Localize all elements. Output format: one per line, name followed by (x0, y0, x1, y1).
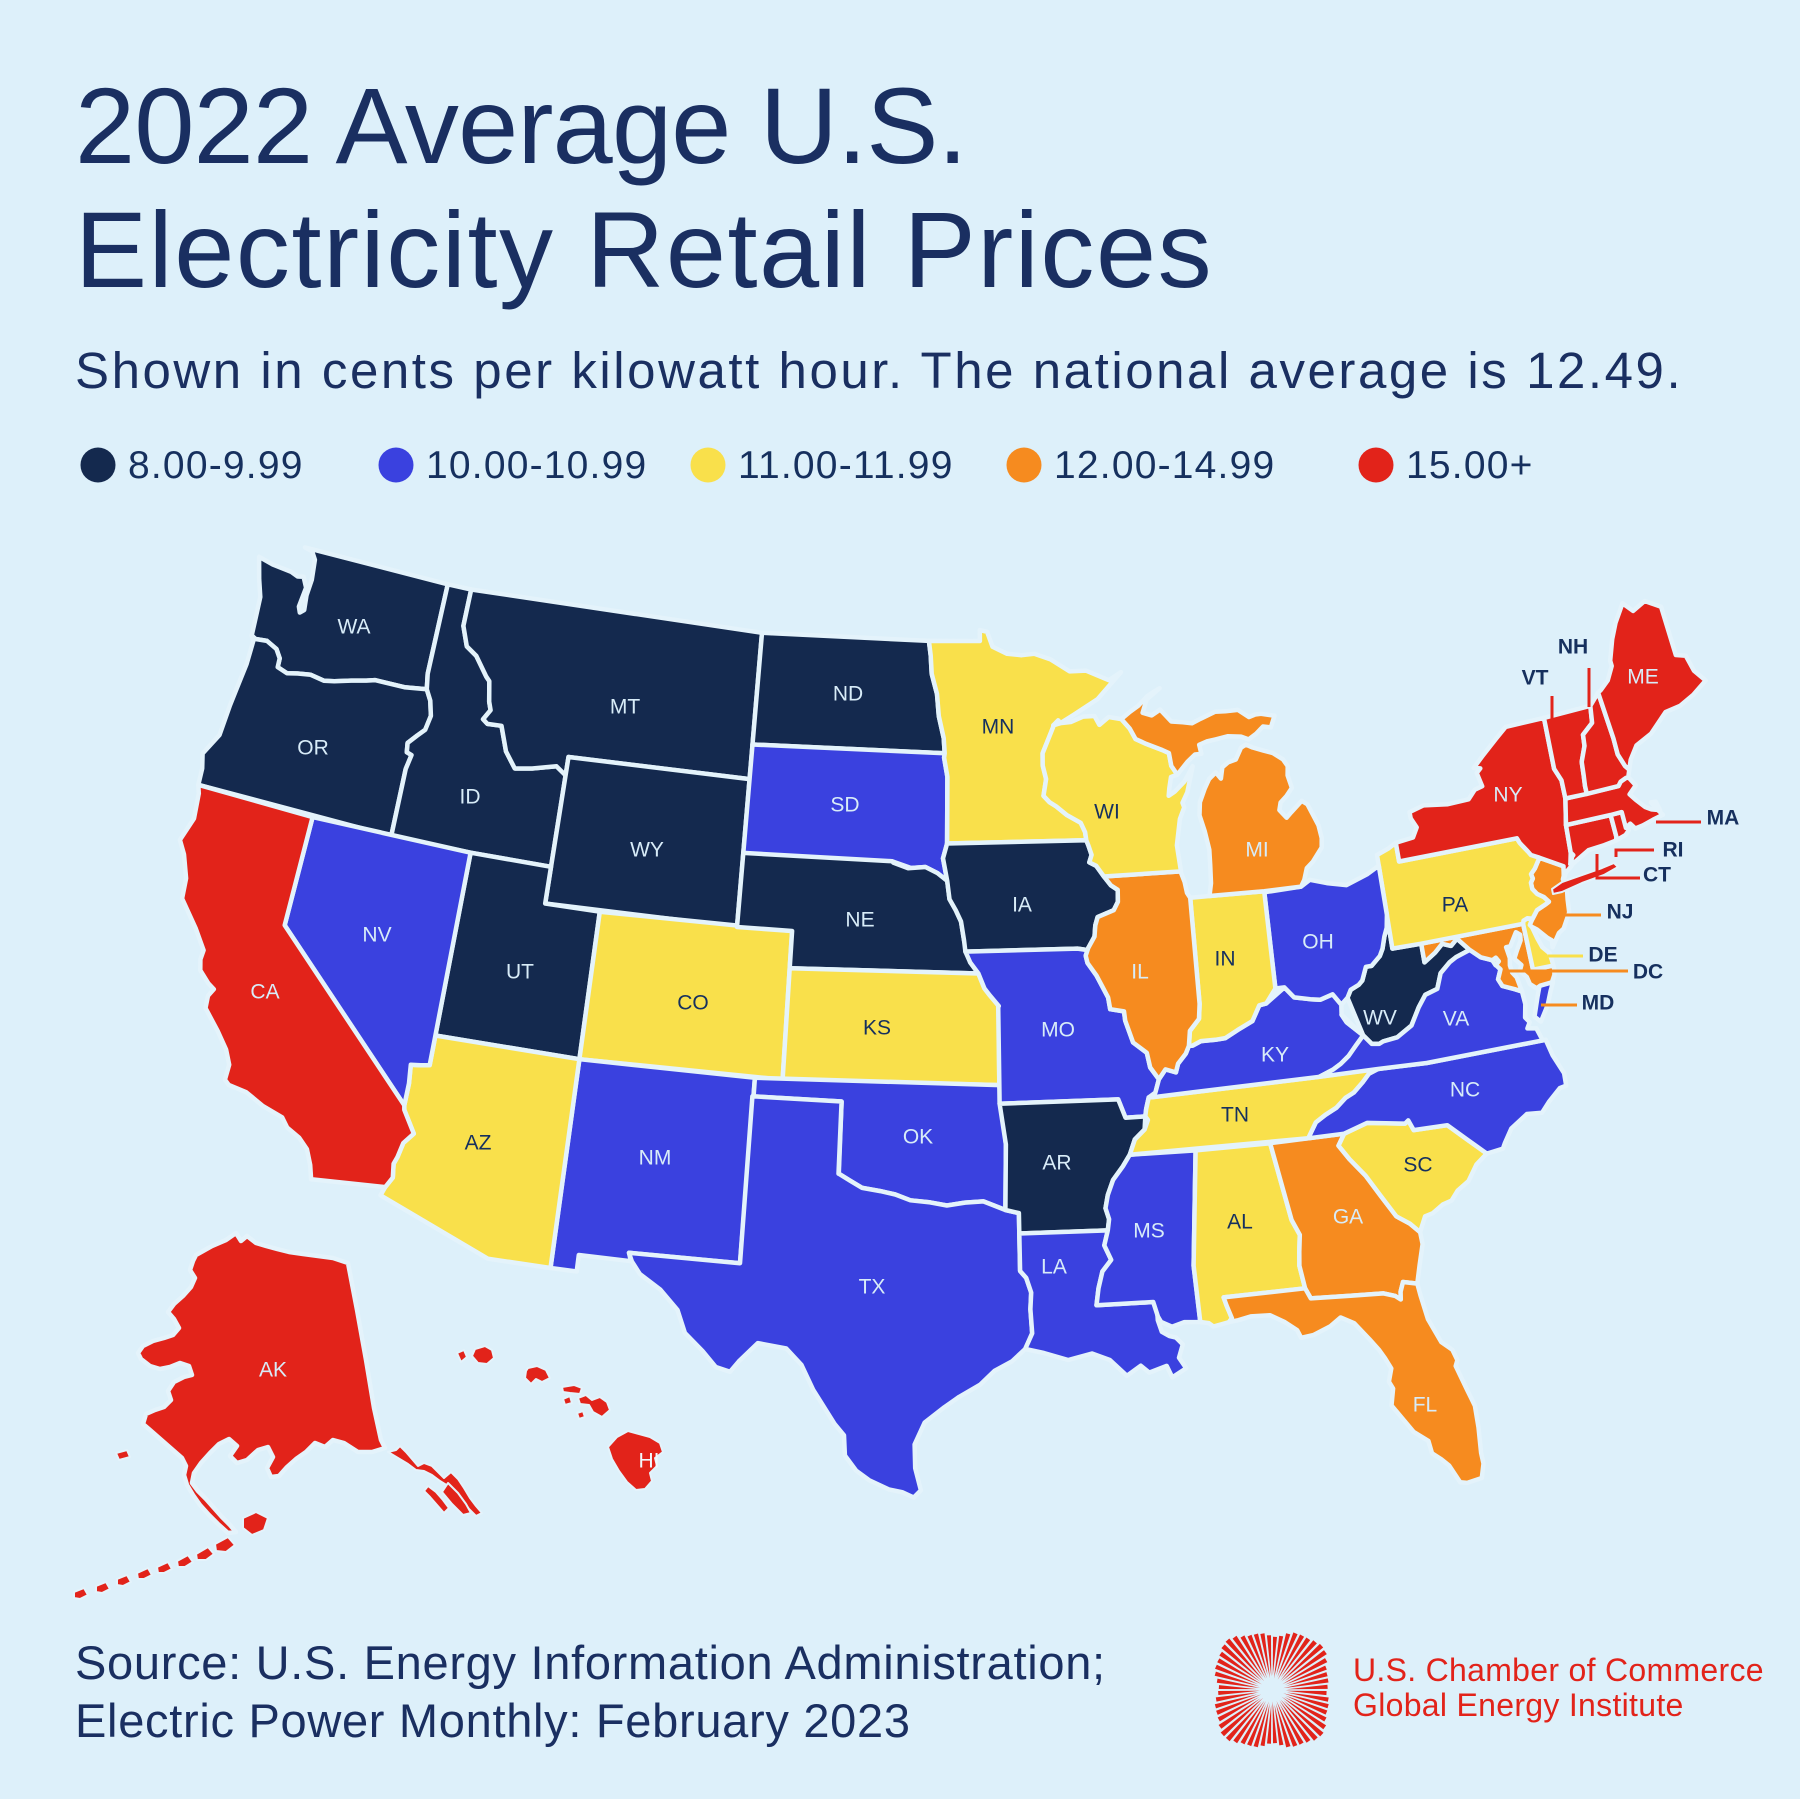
svg-text:WY: WY (630, 839, 664, 862)
svg-text:NM: NM (639, 1147, 672, 1170)
svg-text:DC: DC (1633, 961, 1663, 984)
svg-text:ND: ND (833, 683, 863, 706)
svg-text:SD: SD (830, 794, 859, 817)
svg-text:NJ: NJ (1607, 901, 1634, 924)
svg-text:UT: UT (506, 961, 534, 984)
svg-text:TX: TX (859, 1276, 886, 1299)
svg-text:KY: KY (1261, 1044, 1289, 1067)
svg-text:AL: AL (1227, 1211, 1253, 1234)
svg-text:OH: OH (1302, 931, 1334, 954)
svg-text:ME: ME (1627, 666, 1659, 689)
svg-text:ID: ID (460, 786, 481, 809)
svg-text:LA: LA (1041, 1256, 1067, 1279)
svg-text:NH: NH (1558, 636, 1588, 659)
svg-text:WA: WA (337, 616, 370, 639)
svg-text:SC: SC (1403, 1154, 1432, 1177)
svg-text:FL: FL (1413, 1394, 1438, 1417)
svg-text:AK: AK (259, 1359, 287, 1382)
svg-text:KS: KS (863, 1017, 891, 1040)
svg-text:MD: MD (1582, 992, 1615, 1015)
svg-text:CT: CT (1643, 864, 1671, 887)
svg-text:WI: WI (1094, 801, 1120, 824)
svg-text:CO: CO (677, 992, 709, 1015)
svg-text:PA: PA (1442, 894, 1468, 917)
svg-text:NC: NC (1450, 1079, 1480, 1102)
svg-text:GA: GA (1333, 1206, 1363, 1229)
svg-text:AZ: AZ (465, 1132, 492, 1155)
svg-text:NV: NV (362, 924, 391, 947)
svg-text:HI: HI (639, 1450, 660, 1473)
svg-text:NE: NE (845, 909, 874, 932)
svg-text:TN: TN (1221, 1104, 1249, 1127)
svg-text:MS: MS (1133, 1220, 1165, 1243)
svg-text:IN: IN (1215, 948, 1236, 971)
svg-text:AR: AR (1042, 1152, 1071, 1175)
svg-text:IA: IA (1012, 894, 1032, 917)
svg-text:MI: MI (1245, 839, 1268, 862)
svg-text:CA: CA (250, 981, 279, 1004)
svg-text:MA: MA (1707, 807, 1740, 830)
svg-text:RI: RI (1663, 839, 1684, 862)
svg-text:VT: VT (1522, 667, 1549, 690)
svg-text:MO: MO (1041, 1019, 1075, 1042)
svg-text:DE: DE (1588, 944, 1617, 967)
svg-text:OK: OK (903, 1126, 933, 1149)
svg-text:WV: WV (1363, 1007, 1397, 1030)
svg-text:OR: OR (297, 737, 329, 760)
svg-text:MN: MN (982, 716, 1015, 739)
svg-text:MT: MT (610, 696, 640, 719)
svg-text:NY: NY (1493, 784, 1522, 807)
svg-text:VA: VA (1443, 1008, 1469, 1031)
svg-text:IL: IL (1131, 961, 1149, 984)
